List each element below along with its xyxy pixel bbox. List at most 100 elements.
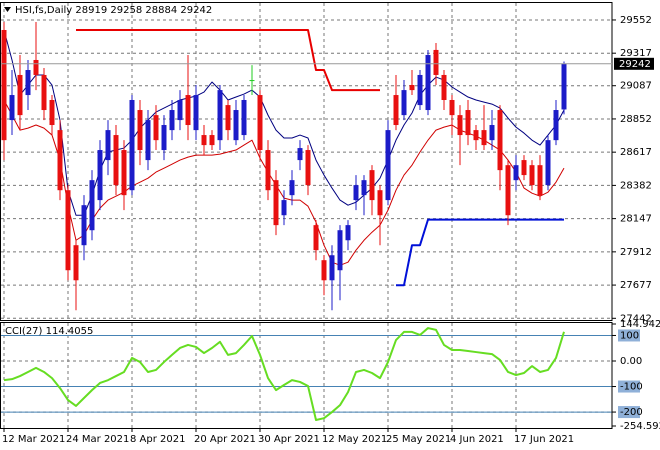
candle-body bbox=[513, 165, 519, 181]
candle-body bbox=[225, 105, 231, 131]
mark-layer bbox=[1, 21, 567, 421]
candle-body bbox=[17, 74, 23, 116]
cci-line bbox=[3, 327, 565, 421]
candle-body bbox=[201, 135, 207, 146]
candle-body bbox=[545, 140, 551, 186]
y-tick-label: 29087 bbox=[620, 81, 652, 92]
candle-body bbox=[249, 80, 255, 82]
candle-body bbox=[529, 165, 535, 186]
y-tick-label: -254.592 bbox=[620, 421, 660, 432]
candle-body bbox=[257, 95, 263, 151]
candle-body bbox=[361, 180, 367, 196]
candle-body bbox=[385, 130, 391, 201]
cci-last: 114.4055 bbox=[46, 326, 94, 337]
candle-body bbox=[409, 85, 415, 91]
candle-body bbox=[473, 130, 479, 141]
y-tick-label: -200 bbox=[620, 407, 643, 418]
candle-body bbox=[137, 110, 143, 151]
candle-body bbox=[537, 165, 543, 196]
title-high: 29258 bbox=[110, 5, 142, 16]
candle-body bbox=[209, 135, 215, 146]
y-tick-label: 29552 bbox=[620, 15, 652, 26]
candle-body bbox=[193, 95, 199, 131]
level-label-box bbox=[618, 329, 640, 342]
candle-body bbox=[369, 170, 375, 201]
candle-body bbox=[89, 180, 95, 231]
candle-body bbox=[465, 110, 471, 136]
candle-body bbox=[145, 120, 151, 161]
last-price-box bbox=[614, 57, 654, 70]
candle-body bbox=[481, 130, 487, 146]
candle-body bbox=[153, 115, 159, 141]
candle-body bbox=[177, 99, 183, 121]
candle-body bbox=[65, 190, 71, 271]
y-tick-label: 29317 bbox=[620, 48, 652, 59]
candle-body bbox=[81, 205, 87, 246]
main-title: HSI,fs,Daily 28919 29258 28884 29242 bbox=[15, 5, 212, 16]
overlay-line bbox=[76, 29, 380, 92]
x-tick-label: 8 Apr 2021 bbox=[130, 434, 185, 445]
candle-body bbox=[49, 99, 55, 126]
y-tick-label: 100 bbox=[620, 330, 639, 341]
candle-body bbox=[185, 95, 191, 126]
candle-body bbox=[97, 150, 103, 201]
candle-body bbox=[233, 110, 239, 141]
y-tick-label: 144.9423 bbox=[620, 319, 660, 330]
candle-body bbox=[281, 200, 287, 216]
candle-body bbox=[105, 130, 111, 161]
candle-body bbox=[337, 230, 343, 271]
candle-body bbox=[73, 245, 79, 281]
x-tick-label: 20 Apr 2021 bbox=[194, 434, 256, 445]
candle-body bbox=[377, 190, 383, 216]
overlay-line bbox=[396, 218, 564, 287]
candle-body bbox=[297, 148, 303, 161]
x-tick-label: 25 May 2021 bbox=[386, 434, 451, 445]
candle-body bbox=[353, 185, 359, 201]
candle-body bbox=[401, 90, 407, 116]
candle-body bbox=[561, 63, 567, 110]
title-open: 28919 bbox=[75, 5, 107, 16]
candle-body bbox=[329, 255, 335, 281]
candle-body bbox=[457, 115, 463, 136]
candle-body bbox=[33, 59, 39, 75]
candle-body bbox=[417, 74, 423, 106]
y-tick-label: 28852 bbox=[620, 114, 652, 125]
main-panel-frame bbox=[0, 2, 613, 321]
candle-body bbox=[265, 150, 271, 191]
candle-body bbox=[1, 30, 7, 141]
y-tick-label: 28382 bbox=[620, 180, 652, 191]
candle-body bbox=[57, 130, 63, 191]
candle-body bbox=[169, 110, 175, 131]
y-tick-label: 0.00 bbox=[620, 356, 642, 367]
candle-body bbox=[241, 99, 247, 136]
candle-body bbox=[289, 180, 295, 196]
x-tick-label: 4 Jun 2021 bbox=[450, 434, 504, 445]
level-label-box bbox=[618, 406, 640, 419]
candle-body bbox=[345, 225, 351, 241]
y-tick-label: 27677 bbox=[620, 280, 652, 291]
candle-body bbox=[441, 74, 447, 100]
title-name: HSI,fs,Daily bbox=[15, 5, 72, 16]
candle-body bbox=[161, 125, 167, 151]
candle-body bbox=[505, 165, 511, 216]
candle-body bbox=[497, 110, 503, 171]
x-tick-label: 12 May 2021 bbox=[322, 434, 387, 445]
x-tick-label: 30 Apr 2021 bbox=[258, 434, 320, 445]
candle-body bbox=[425, 55, 431, 111]
candle-body bbox=[129, 99, 135, 191]
cci-panel-frame bbox=[0, 322, 613, 429]
candle-body bbox=[449, 99, 455, 116]
level-label-box bbox=[618, 380, 640, 393]
candle-body bbox=[25, 70, 31, 96]
candle-body bbox=[273, 180, 279, 226]
x-tick-label: 17 Jun 2021 bbox=[514, 434, 574, 445]
overlay-line bbox=[3, 29, 565, 216]
y-tick-label: -100 bbox=[620, 382, 643, 393]
candle-body bbox=[313, 225, 319, 251]
candle-body bbox=[393, 95, 399, 126]
candle-body bbox=[321, 260, 327, 281]
candle-body bbox=[9, 95, 15, 121]
x-tick-label: 12 Mar 2021 bbox=[2, 434, 65, 445]
x-tick-label: 24 Mar 2021 bbox=[66, 434, 129, 445]
